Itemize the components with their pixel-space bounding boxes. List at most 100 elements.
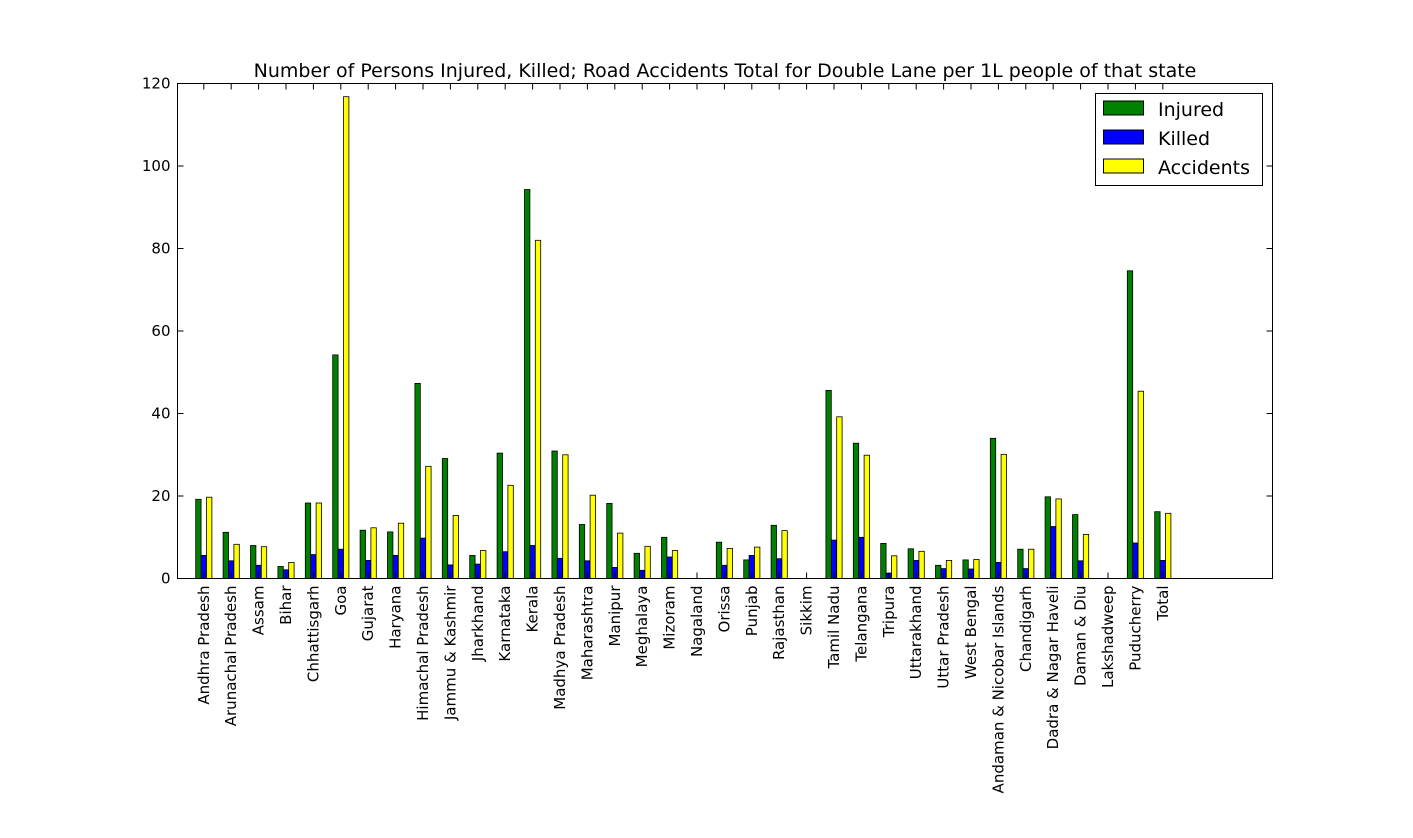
bar-killed [858, 536, 865, 579]
bar-injured [989, 437, 997, 579]
bar-accidents [425, 465, 432, 579]
legend-label-injured: Injured [1158, 99, 1224, 121]
bar-injured [743, 559, 750, 579]
bar-accidents [206, 496, 213, 579]
bar-accidents [315, 502, 322, 579]
x-tick-label: Dadra & Nagar Haveli [1044, 586, 1062, 750]
legend-label-killed: Killed [1158, 128, 1210, 150]
bar-injured [332, 354, 339, 579]
x-tick-label: Puducherry [1126, 585, 1144, 670]
bar-accidents [589, 494, 596, 579]
bar-injured [551, 450, 558, 579]
x-tick-label: Tamil Nadu [825, 586, 843, 670]
x-tick-label: Karnataka [496, 586, 514, 662]
bar-injured [469, 555, 476, 579]
bar-accidents [1137, 390, 1144, 579]
bar-accidents [1082, 534, 1090, 579]
ticks-group: 0 20 40 60 80 100 120 Andhra Pradesh Arunachal P… [142, 75, 1273, 793]
x-tick-label: Himachal Pradesh [414, 586, 432, 721]
bar-killed [1050, 526, 1057, 579]
bar-accidents [863, 454, 870, 579]
bar-accidents [945, 560, 953, 579]
x-tick-label: Maharashtra [578, 586, 596, 681]
x-tick-label: Uttarakhand [907, 586, 925, 680]
bar-injured [1126, 270, 1134, 579]
chart-title: Number of Persons Injured, Killed; Road … [254, 60, 1197, 82]
x-tick-label: Orissa [715, 586, 733, 633]
x-tick-label: Kerala [524, 586, 542, 633]
x-tick-label: Jharkhand [469, 586, 487, 663]
x-tick-label: Jammu & Kashmir [441, 585, 459, 721]
bar-injured [496, 452, 503, 579]
x-tick-label: Chhattisgarh [304, 586, 322, 683]
bar-accidents [507, 484, 514, 579]
x-tick-label: Nagaland [688, 586, 706, 658]
bar-injured [825, 389, 832, 579]
bar-accidents [781, 530, 788, 579]
bar-injured [524, 189, 531, 579]
bar-injured [1154, 511, 1161, 579]
bar-killed [419, 537, 427, 579]
legend-swatch-accidents [1103, 158, 1144, 174]
bar-accidents [562, 454, 569, 579]
x-tick-label: Bihar [277, 585, 295, 625]
bar-injured [387, 531, 394, 579]
bar-injured [907, 548, 914, 579]
legend: Injured Killed Accidents [1095, 93, 1263, 186]
bar-accidents [397, 522, 405, 579]
x-tick-label: Goa [332, 586, 350, 616]
bar-accidents [534, 239, 542, 579]
x-tick-label: Chandigarh [1017, 586, 1035, 673]
bar-injured [359, 529, 366, 579]
bar-injured [880, 543, 887, 579]
bar-injured [578, 524, 586, 579]
bar-accidents [1055, 498, 1062, 579]
bar-injured [935, 564, 942, 579]
bar-injured [277, 566, 284, 579]
x-tick-label: Sikkim [798, 586, 816, 636]
x-tick-label: Rajasthan [770, 586, 788, 661]
x-tick-label: Andaman & Nicobar Islands [989, 585, 1007, 793]
legend-swatch-injured [1103, 100, 1144, 116]
bar-injured [222, 531, 229, 579]
bar-injured [661, 536, 668, 579]
bar-accidents [726, 548, 733, 579]
bar-injured [441, 458, 449, 579]
bar-accidents [671, 550, 679, 579]
x-tick-label: Manipur [606, 585, 624, 647]
bar-injured [770, 524, 777, 579]
bar-accidents [370, 527, 377, 579]
x-tick-label: Meghalaya [633, 586, 651, 668]
x-tick-label: Daman & Diu [1072, 586, 1090, 687]
bar-injured [715, 541, 723, 579]
y-tick-label: 120 [142, 75, 171, 93]
bar-accidents [1165, 512, 1172, 579]
bar-injured [195, 498, 202, 579]
y-tick-label: 60 [151, 322, 170, 340]
y-tick-label: 80 [151, 240, 170, 258]
x-tick-label: Uttar Pradesh [935, 586, 953, 689]
bar-injured [304, 502, 312, 579]
bar-accidents [973, 559, 980, 579]
x-tick-label: Total [1154, 586, 1172, 622]
bar-injured [1044, 496, 1051, 579]
x-tick-label: Gujarat [359, 585, 377, 641]
x-tick-label: Lakshadweep [1099, 586, 1117, 689]
bar-accidents [1000, 453, 1007, 579]
bar-injured [606, 502, 613, 579]
x-tick-label: Mizoram [661, 586, 679, 650]
bar-accidents [617, 532, 624, 579]
x-tick-label: Punjab [743, 586, 761, 637]
bar-accidents [644, 545, 651, 579]
x-tick-label: Arunachal Pradesh [222, 586, 240, 727]
bar-injured [1072, 514, 1079, 579]
x-tick-label: Haryana [387, 586, 405, 649]
x-tick-label: Tripura [880, 586, 898, 639]
bar-accidents [288, 562, 295, 579]
legend-swatch-killed [1103, 129, 1144, 145]
bar-injured [1017, 548, 1024, 579]
bar-accidents [891, 555, 898, 579]
bar-accidents [1028, 548, 1035, 579]
bar-accidents [836, 416, 843, 579]
legend-label-accidents: Accidents [1158, 157, 1250, 179]
